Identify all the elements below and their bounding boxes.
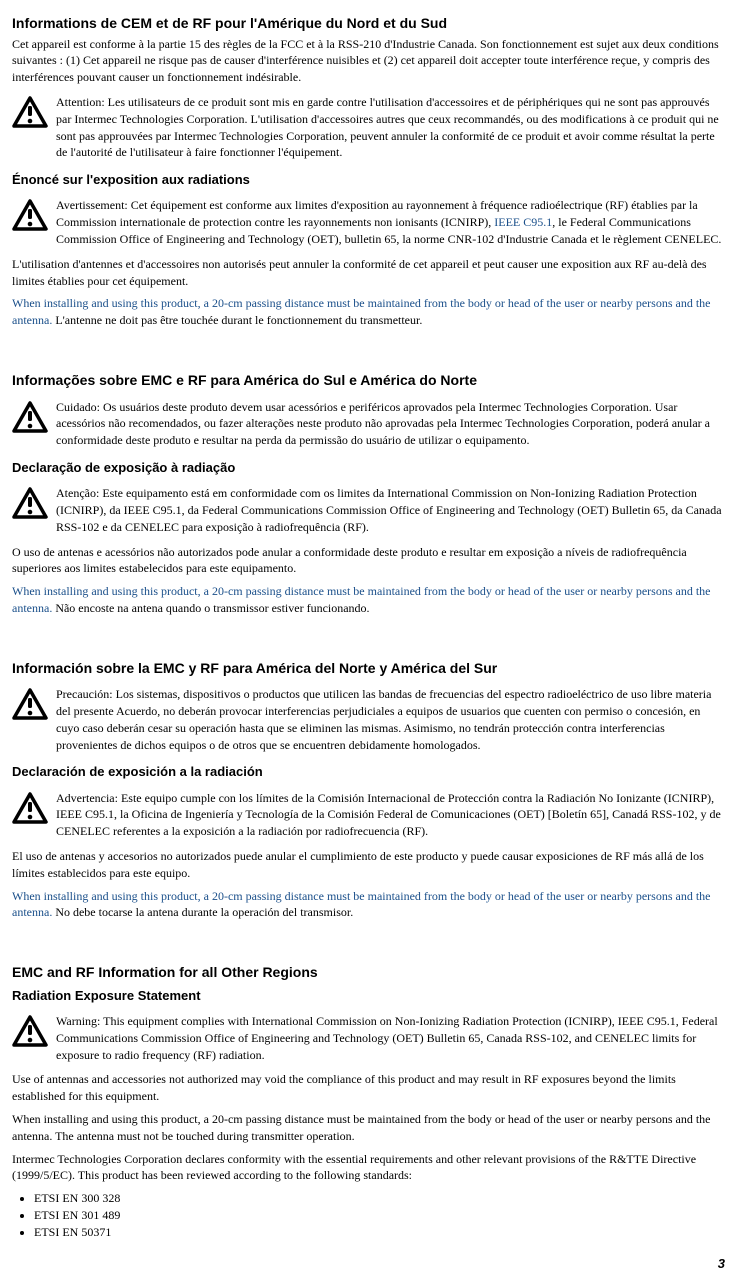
en-para3: When installing and using this product, … [12, 1111, 725, 1145]
en-warning-text: Warning: This equipment complies with In… [56, 1013, 725, 1063]
en-radiation-heading: Radiation Exposure Statement [12, 987, 725, 1005]
pt-install-tail: Não encoste na antena quando o transmiss… [52, 601, 369, 615]
en-heading: EMC and RF Information for all Other Reg… [12, 963, 725, 983]
warning-icon [12, 401, 48, 433]
es-advert-block: Advertencia: Este equipo cumple con los … [12, 790, 725, 840]
fr-intro: Cet appareil est conforme à la partie 15… [12, 36, 725, 86]
en-warning-block: Warning: This equipment complies with In… [12, 1013, 725, 1063]
pt-radiation-heading: Declaração de exposição à radiação [12, 459, 725, 477]
page-number: 3 [12, 1255, 725, 1273]
fr-heading: Informations de CEM et de RF pour l'Amér… [12, 14, 725, 34]
warning-icon [12, 96, 48, 128]
warning-icon [12, 199, 48, 231]
pt-para2: O uso de antenas e acessórios não autori… [12, 544, 725, 578]
es-precaucion-text: Precaución: Los sistemas, dispositivos o… [56, 686, 725, 753]
warning-icon [12, 1015, 48, 1047]
fr-para2: L'utilisation d'antennes et d'accessoire… [12, 256, 725, 290]
pt-heading: Informações sobre EMC e RF para América … [12, 371, 725, 391]
pt-install-para: When installing and using this product, … [12, 583, 725, 617]
fr-radiation-heading: Énoncé sur l'exposition aux radiations [12, 171, 725, 189]
warning-icon [12, 792, 48, 824]
es-precaucion-block: Precaución: Los sistemas, dispositivos o… [12, 686, 725, 753]
fr-install-tail: L'antenne ne doit pas être touchée duran… [52, 313, 422, 327]
fr-attention-block: Attention: Les utilisateurs de ce produi… [12, 94, 725, 161]
es-advert-text: Advertencia: Este equipo cumple con los … [56, 790, 725, 840]
standard-item: ETSI EN 301 489 [34, 1207, 725, 1224]
standards-list: ETSI EN 300 328 ETSI EN 301 489 ETSI EN … [12, 1190, 725, 1240]
fr-avert-text: Avertissement: Cet équipement est confor… [56, 197, 725, 247]
warning-icon [12, 688, 48, 720]
es-heading: Información sobre la EMC y RF para Améri… [12, 659, 725, 679]
es-install-tail: No debe tocarse la antena durante la ope… [52, 905, 353, 919]
warning-icon [12, 487, 48, 519]
pt-atencao-text: Atenção: Este equipamento está em confor… [56, 485, 725, 535]
fr-install-para: When installing and using this product, … [12, 295, 725, 329]
es-install-para: When installing and using this product, … [12, 888, 725, 922]
es-radiation-heading: Declaración de exposición a la radiación [12, 763, 725, 781]
fr-avert-block: Avertissement: Cet équipement est confor… [12, 197, 725, 247]
standard-item: ETSI EN 50371 [34, 1224, 725, 1241]
en-para4: Intermec Technologies Corporation declar… [12, 1151, 725, 1185]
pt-cuidado-text: Cuidado: Os usuários deste produto devem… [56, 399, 725, 449]
pt-atencao-block: Atenção: Este equipamento está em confor… [12, 485, 725, 535]
en-para2: Use of antennas and accessories not auth… [12, 1071, 725, 1105]
standard-item: ETSI EN 300 328 [34, 1190, 725, 1207]
es-para2: El uso de antenas y accesorios no autori… [12, 848, 725, 882]
ieee-link[interactable]: IEEE C95.1 [494, 215, 552, 229]
pt-cuidado-block: Cuidado: Os usuários deste produto devem… [12, 399, 725, 449]
fr-attention-text: Attention: Les utilisateurs de ce produi… [56, 94, 725, 161]
